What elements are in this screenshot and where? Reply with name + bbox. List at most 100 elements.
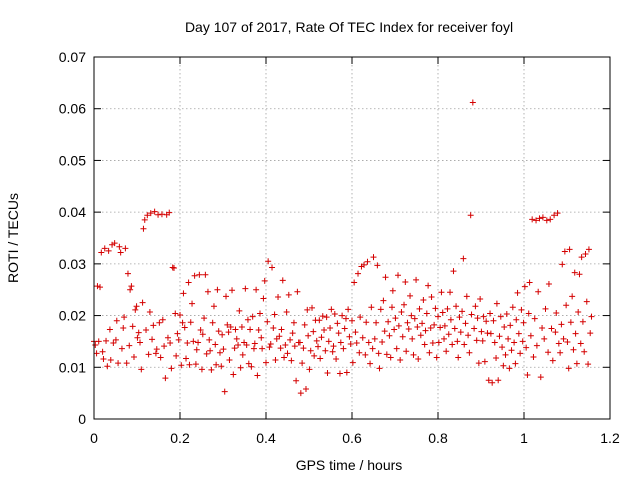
data-point bbox=[539, 324, 546, 331]
data-point bbox=[149, 336, 156, 343]
data-point bbox=[376, 365, 383, 372]
data-point bbox=[202, 271, 209, 278]
data-point bbox=[519, 338, 526, 345]
data-point bbox=[563, 302, 570, 309]
data-point bbox=[323, 314, 330, 321]
data-point bbox=[340, 345, 347, 352]
data-point bbox=[137, 339, 144, 346]
data-point bbox=[347, 341, 354, 348]
data-point bbox=[497, 313, 504, 320]
data-point bbox=[523, 344, 530, 351]
data-point bbox=[173, 352, 180, 359]
data-point bbox=[364, 258, 371, 265]
data-point bbox=[401, 301, 408, 308]
data-point bbox=[103, 337, 110, 344]
data-point bbox=[204, 288, 211, 295]
data-point bbox=[557, 349, 564, 356]
data-point bbox=[161, 343, 168, 350]
data-point bbox=[336, 370, 343, 377]
data-point bbox=[559, 261, 566, 268]
data-point bbox=[426, 349, 433, 356]
data-point bbox=[445, 331, 452, 338]
data-point bbox=[545, 281, 552, 288]
data-point bbox=[229, 287, 236, 294]
data-point bbox=[371, 335, 378, 342]
data-point bbox=[411, 315, 418, 322]
data-point bbox=[357, 314, 364, 321]
data-point bbox=[487, 330, 494, 337]
data-point bbox=[214, 286, 221, 293]
data-point bbox=[307, 347, 314, 354]
data-point bbox=[389, 287, 396, 294]
data-point bbox=[363, 319, 370, 326]
data-point bbox=[490, 317, 497, 324]
data-point bbox=[196, 271, 203, 278]
data-point bbox=[126, 342, 133, 349]
data-point bbox=[325, 338, 332, 345]
data-point bbox=[577, 340, 584, 347]
data-point bbox=[457, 329, 464, 336]
data-point bbox=[247, 326, 254, 333]
data-point bbox=[433, 354, 440, 361]
data-point bbox=[178, 362, 185, 369]
data-point bbox=[139, 299, 146, 306]
data-point bbox=[155, 211, 162, 218]
y-tick-label: 0.04 bbox=[59, 204, 86, 220]
data-point bbox=[352, 329, 359, 336]
data-point bbox=[468, 311, 475, 318]
data-point bbox=[466, 349, 473, 356]
data-point bbox=[395, 272, 402, 279]
data-point bbox=[415, 356, 422, 363]
data-point bbox=[273, 335, 280, 342]
data-point bbox=[107, 357, 114, 364]
data-point bbox=[543, 217, 550, 224]
data-point bbox=[324, 369, 331, 376]
data-point bbox=[450, 268, 457, 275]
data-point bbox=[585, 246, 592, 253]
data-point bbox=[585, 361, 592, 368]
data-point bbox=[449, 341, 456, 348]
data-point bbox=[189, 300, 196, 307]
data-point bbox=[365, 339, 372, 346]
data-point bbox=[289, 330, 296, 337]
data-point bbox=[541, 335, 548, 342]
data-point bbox=[432, 305, 439, 312]
data-point bbox=[288, 357, 295, 364]
data-point bbox=[313, 337, 320, 344]
data-point bbox=[186, 361, 193, 368]
data-point bbox=[409, 335, 416, 342]
data-point bbox=[511, 339, 518, 346]
data-point bbox=[554, 210, 561, 217]
data-point bbox=[179, 319, 186, 326]
data-point bbox=[460, 255, 467, 262]
data-point bbox=[297, 390, 304, 397]
data-point bbox=[101, 245, 108, 252]
data-point bbox=[253, 286, 260, 293]
x-tick-label: 1 bbox=[520, 430, 528, 446]
data-point bbox=[565, 365, 572, 372]
data-point bbox=[170, 264, 177, 271]
data-point bbox=[291, 343, 298, 350]
data-point bbox=[121, 314, 128, 321]
data-point bbox=[370, 254, 377, 261]
data-point bbox=[454, 338, 461, 345]
data-point bbox=[129, 323, 136, 330]
data-point bbox=[422, 327, 429, 334]
data-point bbox=[489, 379, 496, 386]
data-point bbox=[209, 319, 216, 326]
data-point bbox=[225, 329, 232, 336]
data-point bbox=[92, 342, 99, 349]
data-point bbox=[251, 340, 258, 347]
data-point bbox=[416, 305, 423, 312]
data-point bbox=[156, 319, 163, 326]
data-point bbox=[463, 293, 470, 300]
data-point bbox=[447, 316, 454, 323]
data-point bbox=[359, 334, 366, 341]
x-tick-label: 0 bbox=[90, 430, 98, 446]
data-point bbox=[331, 311, 338, 318]
data-point bbox=[144, 212, 151, 219]
data-point bbox=[545, 349, 552, 356]
data-point bbox=[495, 377, 502, 384]
data-point bbox=[439, 309, 446, 316]
data-point bbox=[152, 350, 159, 357]
